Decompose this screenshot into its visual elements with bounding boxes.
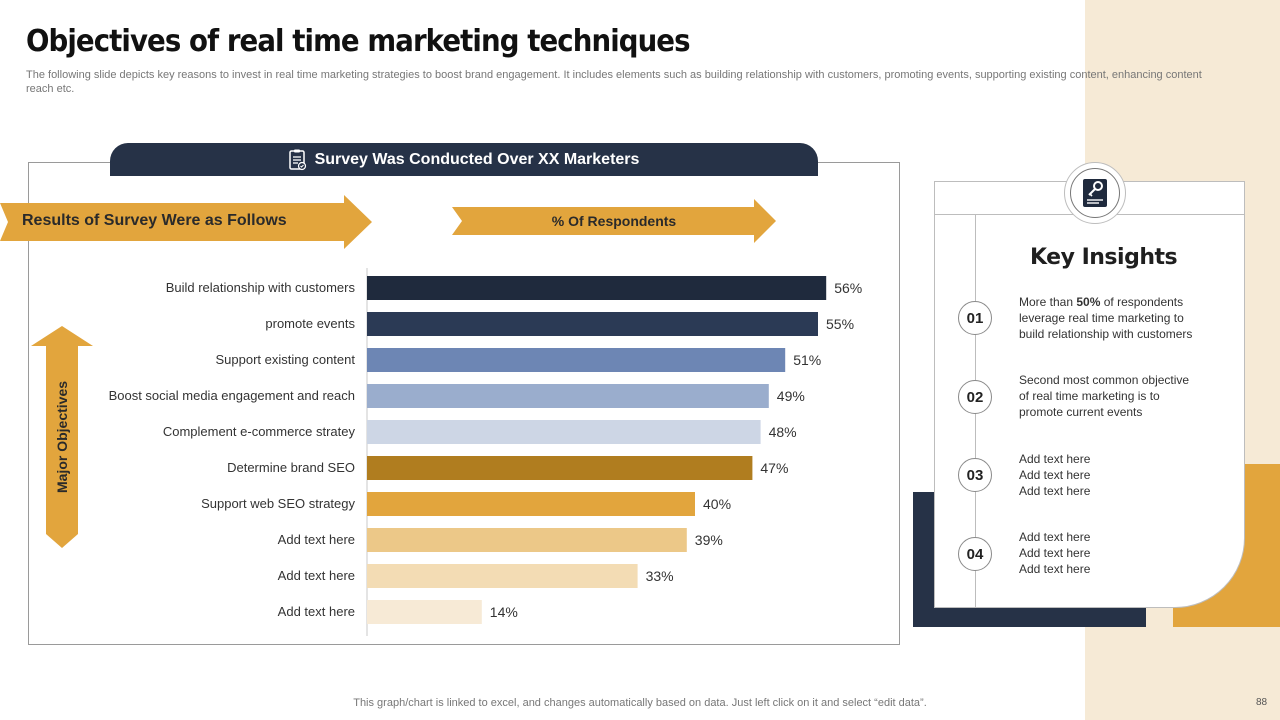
insight-text-2: Second most common objective of real tim… — [1019, 372, 1224, 420]
value-label: 47% — [760, 460, 788, 476]
insight-1-text-rest: of respondents — [1103, 295, 1184, 309]
value-label: 51% — [793, 352, 821, 368]
insight-3-line: Add text here — [1019, 484, 1091, 498]
respondents-label: % Of Respondents — [551, 213, 677, 229]
insight-4-line: Add text here — [1019, 562, 1091, 576]
value-label: 39% — [695, 532, 723, 548]
results-label: Results of Survey Were as Follows — [22, 212, 287, 229]
category-label: Build relationship with customers — [166, 280, 356, 295]
insights-badge — [1070, 168, 1120, 218]
insight-number: 04 — [958, 537, 992, 571]
category-label: Determine brand SEO — [227, 460, 355, 475]
key-document-icon — [1083, 179, 1107, 207]
insight-text-1: More than 50% of respondents leverage re… — [1019, 294, 1224, 342]
insight-text-3: Add text here Add text here Add text her… — [1019, 451, 1224, 499]
insight-number: 03 — [958, 458, 992, 492]
page-number: 88 — [1256, 697, 1268, 708]
insight-1-line: build relationship with customers — [1019, 327, 1193, 341]
bar-chart: Build relationship with customers 56% prom… — [109, 268, 862, 636]
insight-text-4: Add text here Add text here Add text her… — [1019, 529, 1224, 577]
bar — [367, 492, 695, 516]
category-label: promote events — [265, 316, 355, 331]
survey-banner-text: Survey Was Conducted Over XX Marketers — [314, 150, 640, 168]
results-arrow-shape — [0, 195, 372, 249]
bar — [367, 600, 482, 624]
survey-banner: Survey Was Conducted Over XX Marketers — [110, 143, 818, 176]
bar — [367, 312, 818, 336]
bar — [367, 528, 687, 552]
insight-number: 01 — [958, 301, 992, 335]
value-label: 56% — [834, 280, 862, 296]
insight-3-line: Add text here — [1019, 468, 1091, 482]
page-title: Objectives of real time marketing techni… — [26, 24, 691, 59]
insight-2-line: Second most common objective — [1019, 373, 1190, 387]
insight-4-line: Add text here — [1019, 530, 1091, 544]
value-label: 33% — [646, 568, 674, 584]
insight-4-line: Add text here — [1019, 546, 1091, 560]
insight-2-line: of real time marketing is to — [1019, 389, 1160, 403]
insight-2-line: promote current events — [1019, 405, 1143, 419]
insight-1-line: leverage real time marketing to — [1019, 311, 1184, 325]
bar — [367, 420, 761, 444]
survey-clipboard-icon — [288, 149, 306, 170]
bar — [367, 384, 769, 408]
category-label: Add text here — [278, 568, 355, 583]
insight-1-text: More than — [1019, 295, 1077, 309]
value-label: 49% — [777, 388, 805, 404]
insight-1-highlight: 50% — [1076, 295, 1101, 309]
value-label: 40% — [703, 496, 731, 512]
insights-title: Key Insights — [1030, 245, 1178, 270]
category-label: Add text here — [278, 532, 355, 547]
major-objectives-arrow-shape — [31, 326, 93, 548]
bar — [367, 564, 638, 588]
respondents-arrow-shape — [452, 199, 776, 243]
insight-3-line: Add text here — [1019, 452, 1091, 466]
page-subtitle: The following slide depicts key reasons … — [26, 69, 1202, 95]
category-label: Support existing content — [216, 352, 356, 367]
value-label: 48% — [769, 424, 797, 440]
category-label: Support web SEO strategy — [201, 496, 355, 511]
bar — [367, 456, 753, 480]
value-label: 14% — [490, 604, 518, 620]
category-label: Add text here — [278, 604, 355, 619]
value-label: 55% — [826, 316, 854, 332]
insight-number: 02 — [958, 380, 992, 414]
bar — [367, 276, 827, 300]
category-label: Complement e-commerce stratey — [163, 424, 356, 439]
category-label: Boost social media engagement and reach — [109, 388, 355, 403]
bar — [367, 348, 786, 372]
footnote: This graph/chart is linked to excel, and… — [353, 697, 927, 709]
